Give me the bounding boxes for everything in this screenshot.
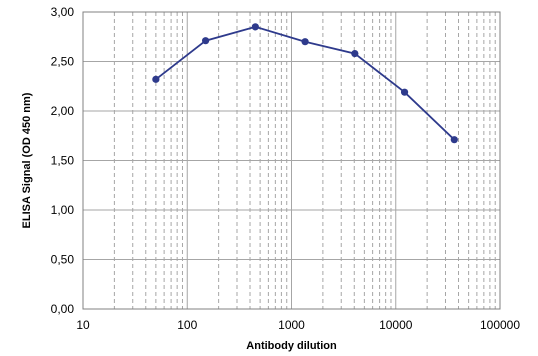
y-tick-label: 2,00: [51, 104, 75, 118]
y-tick-label: 2,50: [51, 55, 75, 69]
y-tick-label: 1,00: [51, 203, 75, 217]
x-tick-label: 100: [177, 318, 197, 332]
x-tick-label: 100000: [480, 318, 520, 332]
x-axis-title: Antibody dilution: [246, 340, 337, 352]
grid: [83, 12, 500, 309]
data-point: [450, 136, 458, 144]
y-tick-label: 0,00: [51, 302, 75, 316]
x-tick-label: 10: [76, 318, 90, 332]
data-point: [202, 37, 210, 45]
x-tick-label: 10000: [379, 318, 413, 332]
x-axis-ticks: 10 100 1000 10000 100000: [76, 318, 520, 332]
data-point: [152, 75, 160, 83]
data-point: [400, 88, 409, 96]
data-point: [251, 23, 259, 31]
plot-area-frame: [82, 11, 501, 310]
x-tick-label: 1000: [278, 318, 305, 332]
y-axis-title: ELISA Signal (OD 450 nm): [21, 92, 33, 228]
data-point: [351, 49, 359, 58]
data-series: [152, 23, 458, 144]
data-point: [301, 38, 309, 46]
y-axis-ticks: 0,00 0,50 1,00 1,50 2,00 2,50 3,00: [51, 5, 75, 316]
y-tick-label: 0,50: [51, 253, 75, 267]
y-tick-label: 1,50: [51, 154, 75, 168]
y-tick-label: 3,00: [51, 5, 75, 19]
